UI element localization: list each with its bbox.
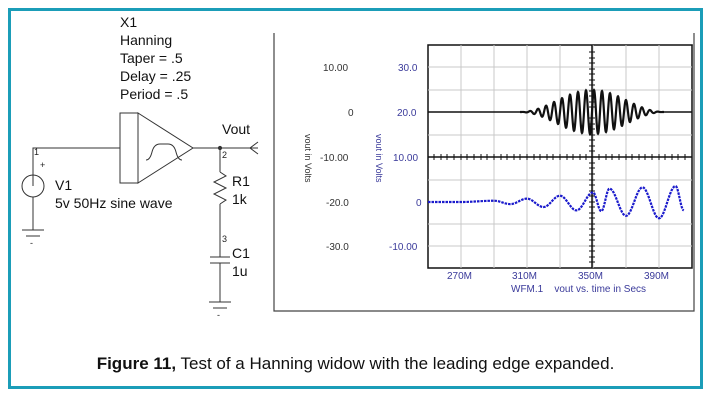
block-type-label: Hanning	[120, 32, 173, 48]
wire-input	[32, 147, 120, 186]
y-black-tick-3: -20.0	[326, 198, 349, 209]
source-minus-label: -	[30, 238, 33, 248]
y-blue-tick-3: 0	[416, 198, 422, 209]
figure-number: Figure 11,	[96, 354, 177, 373]
block-param-delay: Delay = .25	[120, 68, 192, 84]
y-blue-tick-0: 30.0	[398, 63, 418, 74]
y-black-tick-4: -30.0	[326, 242, 349, 253]
hanning-burst-trace	[520, 88, 664, 136]
x-axis-caption: WFM.1 vout vs. time in Secs	[511, 284, 647, 295]
x-tick-0: 270M	[447, 271, 473, 282]
figure-caption-text: Test of a Hanning widow with the leading…	[176, 354, 615, 373]
source-ref-label: V1	[55, 177, 73, 193]
y-black-tick-1: 0	[348, 108, 354, 119]
y-black-tick-2: -10.00	[320, 153, 349, 164]
block-ref-label: X1	[120, 14, 138, 30]
node-1-label: 1	[34, 147, 40, 157]
x-tick-2: 350M	[578, 271, 604, 282]
resistor-value-label: 1k	[232, 191, 247, 207]
figure-caption: Figure 11, Test of a Hanning widow with …	[0, 354, 711, 374]
x-tick-1: 310M	[512, 271, 538, 282]
capacitor-ref-label: C1	[232, 245, 250, 261]
block-param-taper: Taper = .5	[120, 50, 183, 66]
source-value-label: 5v 50Hz sine wave	[55, 195, 173, 211]
y-blue-tick-4: -10.00	[389, 242, 418, 253]
hanning-block-rect	[119, 112, 139, 184]
vout-trace	[428, 184, 685, 220]
y-blue-tick-1: 20.0	[397, 108, 417, 119]
window-shape-icon	[145, 143, 183, 161]
y-black-tick-0: 10.00	[323, 63, 349, 74]
node-2-label: 2	[222, 150, 228, 160]
y-axis-label-blue: vout in Volts	[374, 134, 384, 183]
output-port-icon	[249, 141, 259, 155]
node-3-label: 3	[222, 234, 228, 244]
schematic	[21, 112, 259, 309]
output-label: Vout	[222, 121, 251, 137]
y-blue-tick-2: 10.00	[393, 153, 419, 164]
block-param-period: Period = .5	[120, 86, 189, 102]
axis-ticks	[433, 51, 686, 263]
plot-panel	[273, 33, 695, 312]
cap-ground-minus-label: -	[217, 310, 220, 320]
y-axis-label-black: vout in Volts	[303, 134, 313, 183]
amplifier-triangle-icon	[137, 112, 194, 184]
x-tick-3: 390M	[644, 271, 670, 282]
resistor-ref-label: R1	[232, 173, 250, 189]
resistor-icon	[212, 171, 228, 205]
source-plus-label: +	[40, 160, 46, 170]
capacitor-value-label: 1u	[232, 263, 248, 279]
